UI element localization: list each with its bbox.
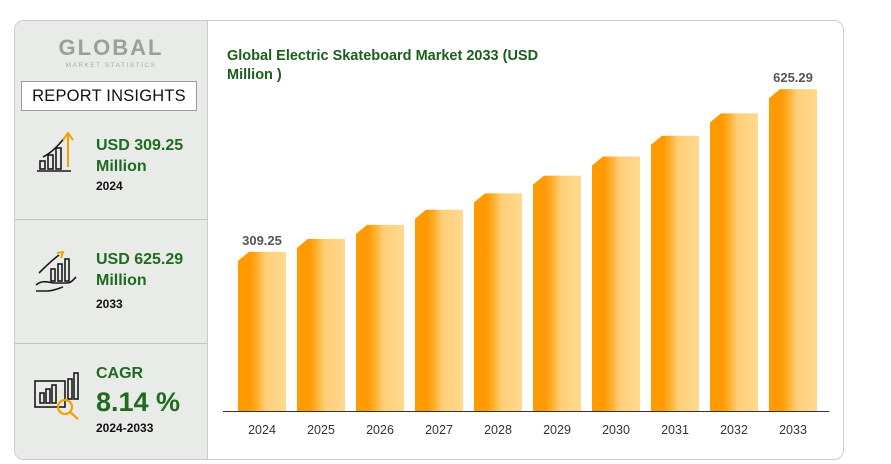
bar [603,156,640,411]
bar-side [710,113,721,411]
data-label: 625.29 [773,70,813,85]
sidebar-divider [15,219,207,220]
data-label: 309.25 [242,233,282,248]
logo-subtext: MARKET STATISTICS [65,62,157,69]
cagr-period: 2024-2033 [96,421,154,435]
insights-sidebar: GLOBAL MARKET STATISTICS REPORT INSIGHTS [15,21,208,459]
x-tick-label: 2030 [602,423,630,437]
market-value-2033: USD 625.29 [96,251,184,268]
bar-side [533,175,544,411]
bar [367,224,404,411]
market-year-2024: 2024 [96,179,123,193]
bar-side [651,135,662,411]
chart-title: Global Electric Skateboard Market 2033 (… [227,48,539,83]
x-tick-label: 2024 [248,423,276,437]
hand-growth-chart-icon [33,249,79,300]
bar-chart-up-icon [35,127,81,180]
market-unit-2024: Million [96,158,147,175]
bar-chart: 2024 309.25 2025 2026 2027 2028 2029 2030 2031 20… [223,70,829,437]
bar [426,209,463,411]
bar [721,113,758,411]
bar [780,89,817,412]
x-tick-label: 2025 [307,423,335,437]
bar-side [297,238,308,411]
x-tick-label: 2029 [543,423,571,437]
x-tick-label: 2027 [425,423,453,437]
logo-text: GLOBAL [58,35,164,60]
x-tick-label: 2033 [779,423,807,437]
logo: GLOBAL MARKET STATISTICS [15,35,207,69]
sidebar-divider [15,343,207,344]
bar-side [769,89,780,412]
x-tick-label: 2032 [720,423,748,437]
x-tick-label: 2026 [366,423,394,437]
bar [485,193,522,411]
cagr-label: CAGR [96,365,144,382]
report-insights-heading: REPORT INSIGHTS [21,81,197,111]
bar-side [356,224,367,411]
bar-side [592,156,603,411]
bar [662,135,699,411]
market-value-2024: USD 309.25 [96,137,184,154]
market-year-2033: 2033 [96,297,123,311]
bar [544,175,581,411]
bar [308,238,345,411]
magnifier-chart-icon [33,369,83,426]
cagr-value: 8.14 % [96,387,181,417]
bar [249,251,286,411]
x-tick-label: 2031 [661,423,689,437]
market-unit-2033: Million [96,272,147,289]
report-card: GLOBAL MARKET STATISTICS REPORT INSIGHTS [14,20,844,460]
bar-side [238,251,249,411]
x-tick-label: 2028 [484,423,512,437]
report-insights-label: REPORT INSIGHTS [32,86,186,105]
bar-side [415,209,426,411]
bar-side [474,193,485,411]
